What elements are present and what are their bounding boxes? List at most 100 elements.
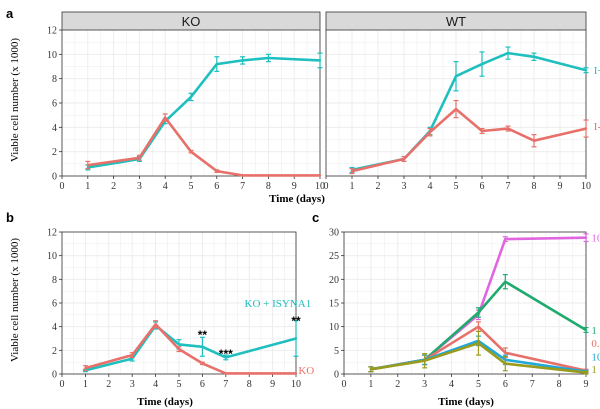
- y-tick-label: 20: [329, 275, 339, 286]
- data-point: [189, 150, 193, 153]
- x-tick-label: 7: [223, 379, 228, 390]
- y-tick-label: 25: [329, 251, 339, 262]
- y-tick-label: 4: [52, 322, 57, 333]
- data-point: [480, 62, 484, 66]
- x-tick-label: 2: [106, 379, 111, 390]
- data-point: [506, 127, 510, 130]
- x-tick-label: 5: [177, 379, 182, 390]
- x-tick-label: 1: [83, 379, 88, 390]
- data-point: [241, 174, 244, 177]
- data-point: [267, 56, 270, 60]
- y-tick-label: 0: [334, 370, 339, 381]
- data-point: [477, 311, 480, 314]
- x-tick-label: 4: [153, 379, 158, 390]
- data-point: [369, 368, 373, 371]
- x-tick-label: 8: [557, 379, 562, 390]
- x-tick-label: 10: [291, 379, 301, 390]
- data-point: [350, 169, 354, 173]
- panel-label-a: a: [6, 6, 14, 21]
- x-tick-label: 5: [189, 181, 194, 192]
- y-tick-label: 2: [52, 346, 57, 357]
- x-tick-label: 3: [422, 379, 427, 390]
- data-point: [177, 347, 181, 351]
- data-point: [504, 362, 507, 365]
- strip-label-a-WT: WT: [446, 14, 466, 29]
- ylabel-b: Viable cell number (x 1000): [9, 238, 21, 362]
- panel-c: 0 1 2 3 4 5 6 7 8 9 0 5 10 15 20 25 30 10 µM 1 µM0.1 µM10 …: [329, 228, 600, 391]
- xlabel-c: Time (days): [438, 396, 494, 408]
- data-point: [131, 353, 134, 357]
- x-tick-label: 3: [130, 379, 135, 390]
- x-tick-label: 10: [581, 181, 591, 192]
- x-tick-label: 8: [247, 379, 252, 390]
- xlabel-b: Time (days): [137, 396, 193, 408]
- x-tick-label: 6: [480, 181, 485, 192]
- x-tick-label: 8: [266, 181, 271, 192]
- ylabel-a: Viable cell number (x 1000): [9, 38, 21, 162]
- data-point: [532, 55, 536, 58]
- x-tick-label: 10: [315, 181, 325, 192]
- data-point: [241, 59, 244, 62]
- x-tick-label: 9: [292, 181, 297, 192]
- data-point: [480, 129, 484, 133]
- x-tick-label: 4: [428, 181, 433, 192]
- x-tick-label: 7: [240, 181, 245, 192]
- data-point: [177, 343, 181, 346]
- y-tick-label: 6: [52, 299, 57, 310]
- x-tick-label: 1: [85, 181, 90, 192]
- y-tick-label: 30: [329, 228, 339, 239]
- x-tick-label: 9: [558, 181, 563, 192]
- x-tick-label: 6: [503, 379, 508, 390]
- data-point: [423, 359, 426, 362]
- y-tick-label: 15: [329, 299, 339, 310]
- x-tick-label: 9: [584, 379, 589, 390]
- data-point: [267, 174, 270, 177]
- y-tick-label: 12: [47, 228, 57, 239]
- data-point: [294, 337, 298, 340]
- panel-a-WT: WT 0 1 2 3 4 5 6 7 8 9 10 I+ I-: [324, 11, 600, 192]
- data-point: [215, 169, 218, 173]
- strip-label-a-KO: KO: [182, 14, 201, 29]
- y-tick-label: 2: [52, 147, 57, 158]
- x-tick-label: 4: [449, 379, 454, 390]
- x-tick-label: 1: [350, 181, 355, 192]
- x-tick-label: 5: [454, 181, 459, 192]
- y-tick-label: 10: [47, 50, 57, 61]
- significance-label: **: [198, 328, 208, 342]
- data-point: [504, 237, 507, 241]
- data-point: [224, 372, 227, 375]
- x-tick-label: 4: [163, 181, 168, 192]
- series-label: 0.1 µM: [591, 338, 600, 350]
- y-tick-label: 6: [52, 99, 57, 110]
- data-point: [454, 107, 458, 111]
- x-tick-label: 3: [137, 181, 142, 192]
- data-point: [154, 323, 157, 326]
- series-line-a-WT-1: [351, 107, 587, 173]
- series-label: I-: [594, 121, 600, 133]
- series-line-a-KO-1: [87, 116, 320, 177]
- data-point: [504, 351, 507, 354]
- y-tick-label: 10: [47, 251, 57, 262]
- x-tick-label: 0: [60, 181, 65, 192]
- data-point: [454, 75, 458, 78]
- data-point: [532, 139, 536, 142]
- x-tick-label: 3: [402, 181, 407, 192]
- y-tick-label: 8: [52, 275, 57, 286]
- panel-label-c: c: [312, 210, 319, 225]
- data-point: [584, 236, 588, 239]
- data-point: [428, 131, 432, 134]
- x-tick-label: 1: [368, 379, 373, 390]
- x-tick-label: 6: [214, 181, 219, 192]
- data-point: [224, 356, 227, 359]
- data-point: [189, 95, 193, 99]
- series-label: I+: [594, 65, 600, 77]
- y-tick-label: 10: [329, 322, 339, 333]
- data-point: [584, 371, 588, 374]
- significance-label: ***: [219, 347, 233, 361]
- y-tick-label: 5: [334, 346, 339, 357]
- data-point: [164, 116, 167, 119]
- y-tick-label: 4: [52, 123, 57, 134]
- x-tick-label: 2: [376, 181, 381, 192]
